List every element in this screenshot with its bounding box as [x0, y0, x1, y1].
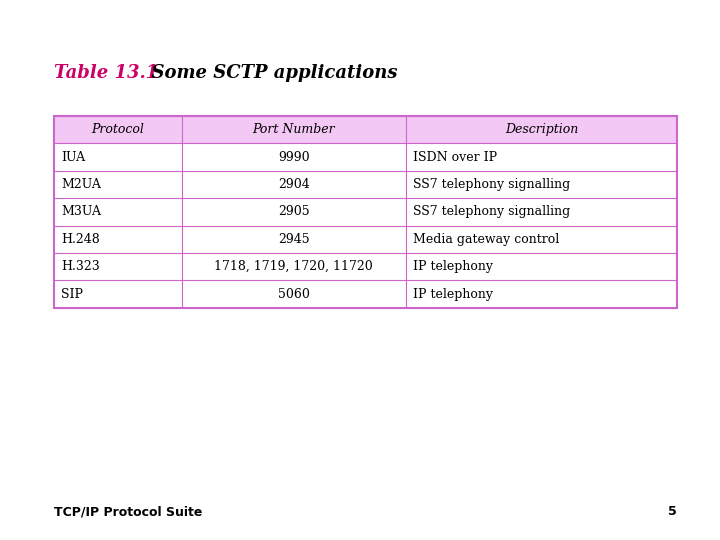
Text: TCP/IP Protocol Suite: TCP/IP Protocol Suite [54, 505, 202, 518]
Text: ISDN over IP: ISDN over IP [413, 151, 498, 164]
Text: Table 13.1: Table 13.1 [54, 64, 158, 82]
Text: H.248: H.248 [61, 233, 100, 246]
Text: Media gateway control: Media gateway control [413, 233, 559, 246]
Text: 2945: 2945 [278, 233, 310, 246]
Text: Some SCTP applications: Some SCTP applications [139, 64, 397, 82]
Text: Protocol: Protocol [91, 123, 144, 136]
Text: M2UA: M2UA [61, 178, 101, 191]
Text: IP telephony: IP telephony [413, 288, 493, 301]
Text: 9990: 9990 [278, 151, 310, 164]
Text: IUA: IUA [61, 151, 86, 164]
Text: H.323: H.323 [61, 260, 100, 273]
Text: M3UA: M3UA [61, 205, 102, 219]
Text: 1718, 1719, 1720, 11720: 1718, 1719, 1720, 11720 [215, 260, 373, 273]
Text: Description: Description [505, 123, 578, 136]
Text: 2904: 2904 [278, 178, 310, 191]
Text: Port Number: Port Number [253, 123, 335, 136]
Text: 2905: 2905 [278, 205, 310, 219]
Text: SIP: SIP [61, 288, 84, 301]
Text: 5060: 5060 [278, 288, 310, 301]
Text: 5: 5 [668, 505, 677, 518]
Text: IP telephony: IP telephony [413, 260, 493, 273]
Text: SS7 telephony signalling: SS7 telephony signalling [413, 205, 570, 219]
Text: SS7 telephony signalling: SS7 telephony signalling [413, 178, 570, 191]
